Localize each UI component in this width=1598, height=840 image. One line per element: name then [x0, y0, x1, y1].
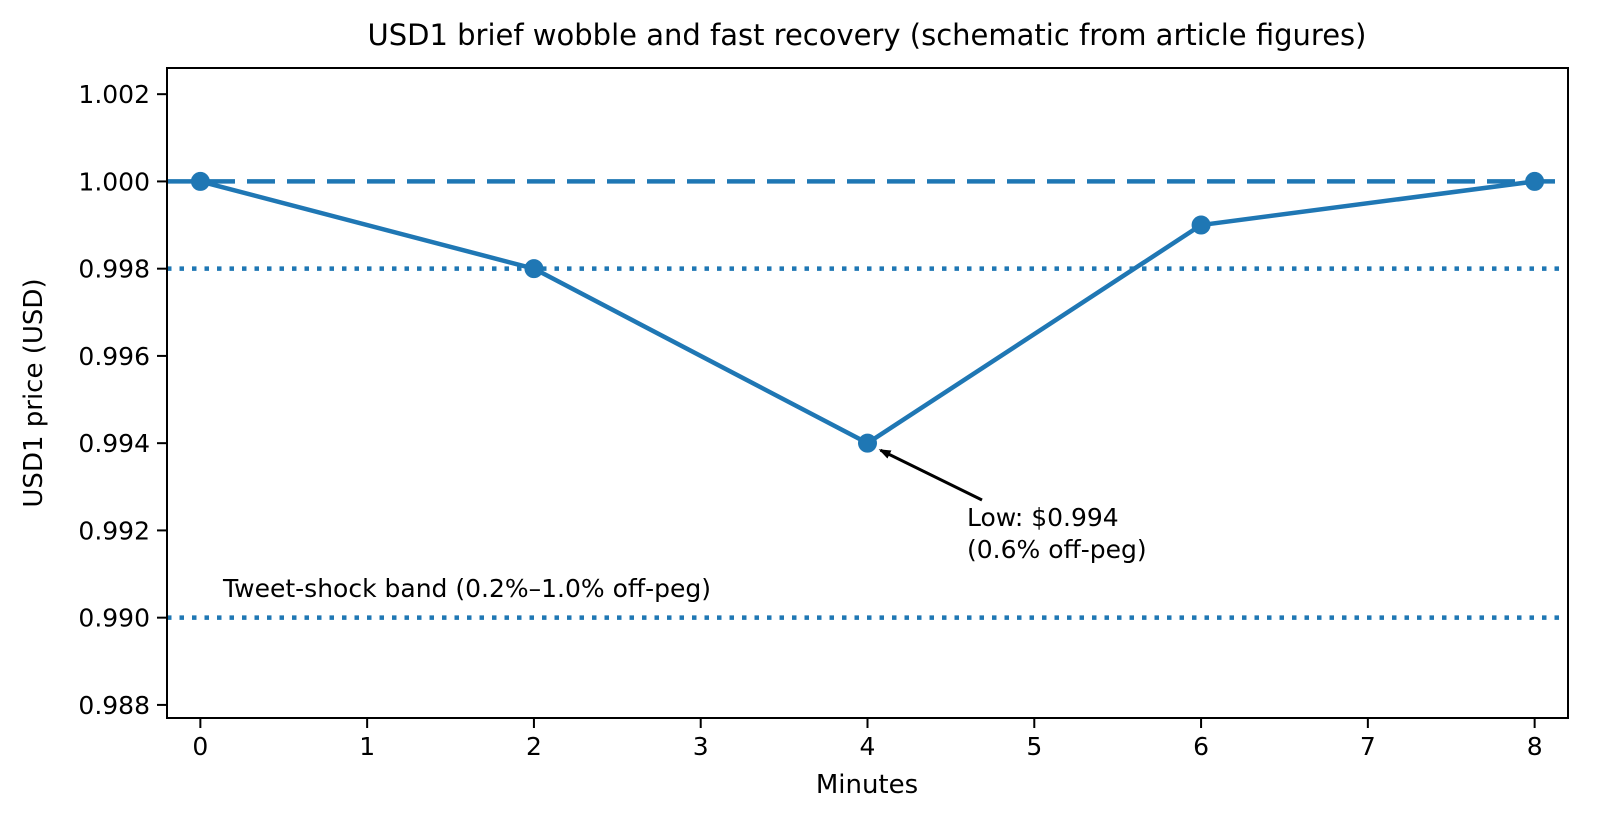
y-tick-label: 1.000 — [78, 167, 150, 196]
band-label: Tweet-shock band (0.2%–1.0% off-peg) — [222, 574, 711, 603]
data-point-marker — [190, 171, 210, 191]
x-axis-label: Minutes — [816, 770, 918, 800]
x-tick-label: 5 — [1026, 732, 1042, 761]
chart-dynamic-layer: 0 1 2 3 4 5 6 7 8 0.988 0.990 0.992 0.994 0.996 0.998 1… — [78, 67, 1569, 761]
data-point-marker — [524, 259, 544, 279]
y-tick-label: 1.002 — [78, 80, 150, 109]
annotation-line1: Low: $0.994 — [967, 503, 1119, 532]
x-tick-label: 6 — [1193, 732, 1209, 761]
data-point-marker — [1525, 171, 1545, 191]
price-line — [199, 179, 1535, 446]
y-tick-label: 0.992 — [78, 516, 150, 545]
data-point-marker — [1191, 215, 1211, 235]
annotation-line2: (0.6% off-peg) — [967, 535, 1147, 564]
data-point-marker — [858, 433, 877, 453]
axes-box — [166, 67, 1569, 719]
x-tick-label: 2 — [526, 732, 542, 761]
y-tick-label: 0.988 — [78, 691, 150, 720]
x-tick-label: 4 — [860, 732, 876, 761]
chart-title: USD1 brief wobble and fast recovery (sch… — [368, 18, 1367, 52]
x-tick-label: 1 — [359, 732, 375, 761]
y-tick-label: 0.994 — [78, 429, 150, 458]
x-tick-label: 7 — [1360, 732, 1376, 761]
annotation-arrow — [878, 448, 983, 502]
y-tick-label: 0.996 — [78, 342, 150, 371]
x-tick-label: 3 — [693, 732, 709, 761]
x-tick-label: 8 — [1527, 732, 1543, 761]
y-tick-label: 0.998 — [78, 255, 150, 284]
x-tick-label: 0 — [192, 732, 208, 761]
y-tick-label: 0.990 — [78, 604, 150, 633]
y-axis-label: USD1 price (USD) — [19, 278, 49, 507]
